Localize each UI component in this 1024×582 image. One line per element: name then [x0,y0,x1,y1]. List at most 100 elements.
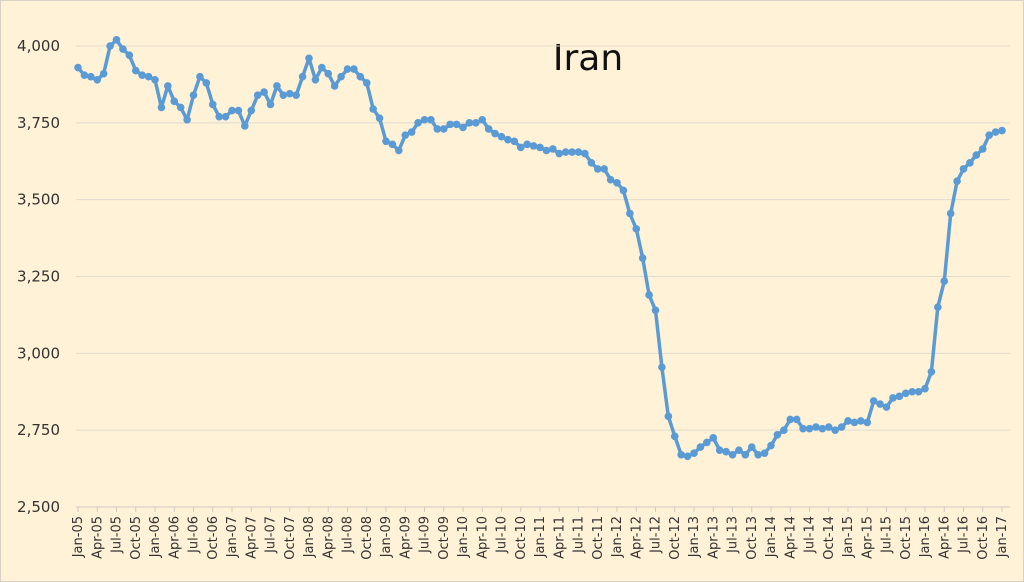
data-point-marker [972,151,981,159]
x-tick-label: Jul-12 [649,516,664,554]
gridlines [76,45,1010,508]
data-point-marker [87,72,95,81]
data-point-marker [638,254,647,262]
chart-title: Iran [552,38,624,79]
x-tick-label: Apr-11 [552,516,567,559]
data-point-marker [805,424,814,433]
data-point-marker [350,65,358,73]
y-tick-label: 3,500 [17,191,60,209]
x-tick-label: Apr-05 [90,516,105,559]
data-point-marker [645,291,653,299]
data-point-marker [414,119,422,127]
data-point-marker [74,63,82,72]
x-tick-label: Jan-09 [379,516,394,558]
data-point-marker [921,384,929,393]
x-tick-label: Oct-14 [822,516,837,560]
data-point-marker [465,119,474,127]
data-point-marker [953,177,961,186]
x-tick-label: Apr-09 [398,516,413,559]
data-point-marker [626,209,634,218]
data-point-marker [863,418,872,427]
data-point-marker [433,125,442,133]
data-point-marker [934,303,942,312]
data-point-marker [228,106,236,115]
x-tick-label: Oct-09 [437,516,452,560]
data-point-marker [446,120,454,129]
data-point-marker [549,145,557,153]
data-point-marker [773,430,782,439]
x-tick-label: Oct-06 [206,516,221,560]
data-point-marker [388,140,397,149]
data-point-marker [780,426,788,434]
data-point-marker [741,450,750,459]
data-point-marker [99,69,108,78]
data-point-marker [889,394,897,402]
data-point-marker [581,149,589,158]
y-tick-label: 2,750 [17,421,60,439]
data-point-marker [106,42,114,50]
y-tick-label: 3,750 [17,114,60,132]
data-point-marker [664,412,673,421]
data-point-marker [504,135,512,144]
data-point-marker [202,79,211,87]
x-tick-label: Apr-12 [629,516,644,559]
data-point-marker [869,397,878,405]
data-point-marker [818,424,827,433]
data-point-marker [632,225,641,233]
x-tick-label: Jul-10 [495,516,510,554]
data-point-marker [927,367,936,376]
x-tick-label: Jul-07 [264,516,279,554]
x-tick-label: Jan-17 [995,516,1010,558]
data-point-marker [523,140,531,149]
data-point-marker [311,76,320,84]
data-point-marker [208,100,217,109]
x-tick-label: Jan-08 [302,516,317,558]
data-point-marker [555,149,564,158]
data-point-marker [395,146,403,155]
data-point-marker [497,132,506,141]
data-point-marker [940,277,949,285]
data-point-marker [574,148,583,156]
data-point-marker [985,131,993,139]
x-tick-label: Apr-15 [860,516,875,559]
x-tick-label: Jan-13 [687,516,702,558]
data-point-marker [670,432,679,441]
x-tick-label: Jul-08 [341,516,356,554]
data-point-marker [452,120,461,129]
x-tick-label: Jul-13 [726,516,741,554]
data-point-marker [767,441,775,450]
data-point-marker [189,91,198,99]
x-tick-label: Oct-12 [668,516,683,560]
data-point-marker [651,306,660,315]
x-tick-label: Apr-13 [706,516,721,559]
x-tick-label: Jul-16 [957,516,972,554]
x-tick-label: Jan-16 [918,516,933,558]
data-point-marker [170,97,179,106]
data-point-marker [966,158,974,167]
data-point-marker [715,446,724,454]
x-tick-label: Jan-15 [841,516,856,558]
data-point-marker [536,143,544,152]
data-point-marker [273,82,281,90]
data-point-marker [510,137,519,146]
x-tick-label: Oct-15 [899,516,914,560]
data-point-marker [292,91,300,99]
data-point-marker [215,112,223,121]
data-point-marker [837,423,846,431]
data-point-marker [831,426,839,434]
data-point-marker [305,54,313,63]
data-point-marker [812,423,820,431]
data-point-marker [234,106,243,115]
data-point-marker [516,143,525,152]
data-point-marker [619,186,628,195]
data-point-marker [978,145,987,153]
x-tick-label: Jan-06 [148,516,163,558]
data-point-marker [420,115,429,124]
data-point-marker [946,209,955,218]
data-point-marker [318,63,326,72]
data-point-marker [542,146,551,155]
data-point-marker [561,148,570,156]
y-tick-label: 3,000 [17,344,60,362]
x-tick-label: Jan-07 [225,516,240,558]
data-point-marker [356,72,365,81]
